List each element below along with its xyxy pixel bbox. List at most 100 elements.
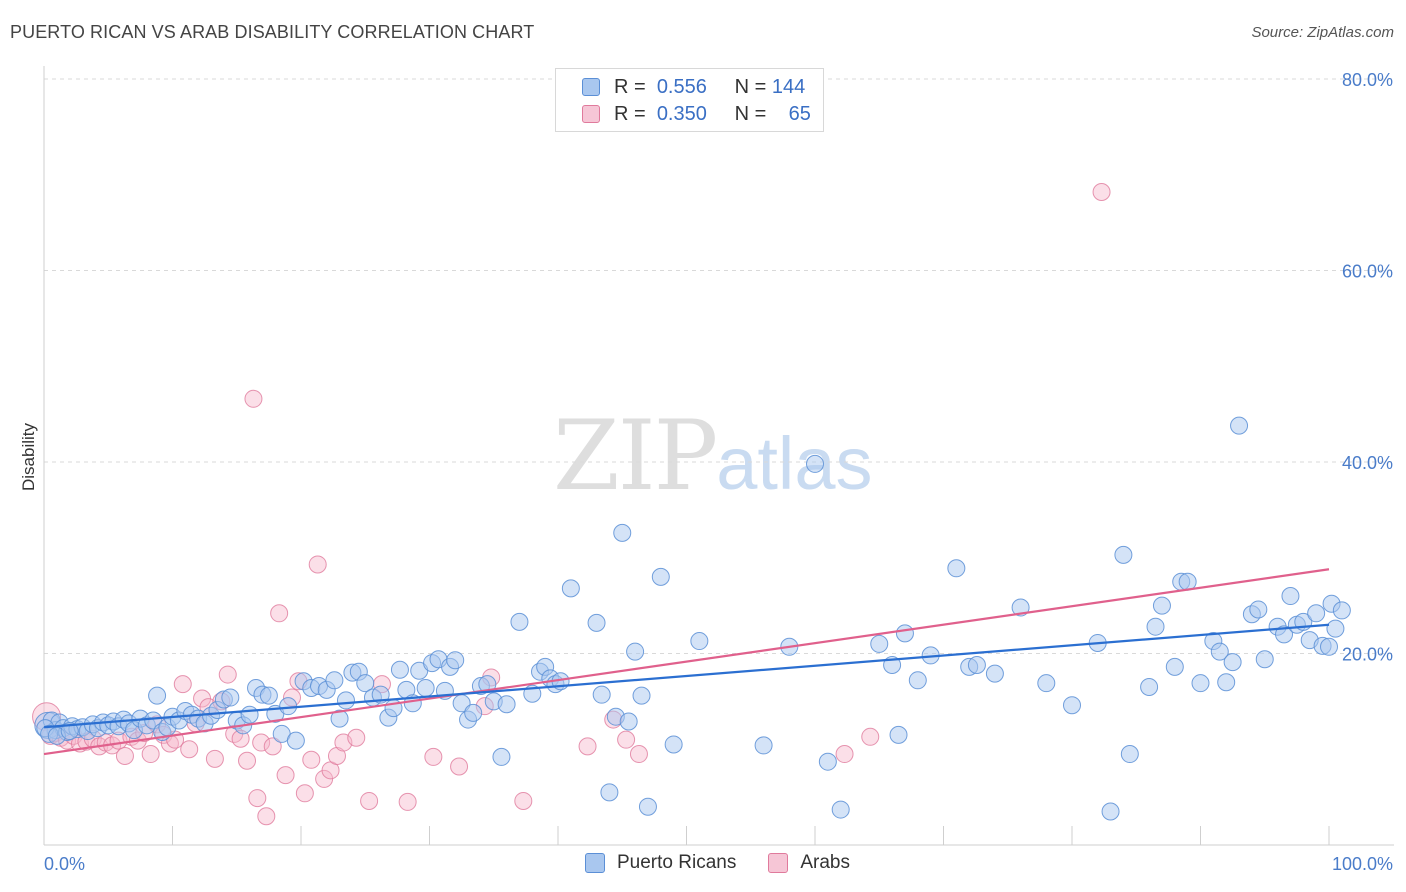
legend-r-label: R = bbox=[614, 102, 646, 125]
arabs-point bbox=[238, 751, 257, 770]
puerto-ricans-point bbox=[1165, 657, 1184, 676]
arabs-point bbox=[835, 745, 854, 764]
puerto-ricans-point bbox=[240, 705, 259, 724]
legend-row-arabs: R = 0.350 N = 65 bbox=[582, 102, 811, 126]
arabs-point bbox=[360, 791, 379, 810]
puerto-ricans-point bbox=[1191, 674, 1210, 693]
puerto-ricans-point bbox=[985, 664, 1004, 683]
legend-swatch-blue bbox=[582, 78, 600, 96]
puerto-ricans-point bbox=[1146, 617, 1165, 636]
legend-swatch-pink bbox=[582, 105, 600, 123]
puerto-ricans-point bbox=[600, 783, 619, 802]
puerto-ricans-point bbox=[148, 686, 167, 705]
x-tick-label: 0.0% bbox=[44, 854, 85, 874]
puerto-ricans-point bbox=[390, 660, 409, 679]
puerto-ricans-point bbox=[371, 685, 390, 704]
puerto-ricans-point bbox=[592, 685, 611, 704]
puerto-ricans-point bbox=[446, 651, 465, 670]
arabs-point bbox=[141, 745, 160, 764]
puerto-ricans-point bbox=[895, 624, 914, 643]
puerto-ricans-points bbox=[34, 416, 1351, 821]
puerto-ricans-point bbox=[1037, 674, 1056, 693]
puerto-ricans-point bbox=[908, 671, 927, 690]
puerto-ricans-point bbox=[356, 674, 375, 693]
arabs-point bbox=[514, 791, 533, 810]
puerto-ricans-point bbox=[870, 634, 889, 653]
puerto-ricans-point bbox=[1063, 696, 1081, 715]
arabs-point bbox=[115, 746, 134, 765]
puerto-ricans-point bbox=[632, 686, 651, 705]
chart-title: PUERTO RICAN VS ARAB DISABILITY CORRELAT… bbox=[10, 22, 535, 42]
puerto-ricans-point bbox=[330, 709, 349, 728]
arabs-point bbox=[617, 730, 636, 749]
legend-row-puerto-ricans: R = 0.556 N = 144 bbox=[582, 75, 805, 99]
arabs-points bbox=[32, 182, 1111, 826]
puerto-ricans-point bbox=[1307, 604, 1326, 623]
puerto-ricans-point bbox=[510, 612, 529, 631]
grid-lines bbox=[44, 78, 1394, 654]
legend-swatch-pink bbox=[768, 853, 789, 873]
puerto-ricans-point bbox=[690, 632, 709, 651]
puerto-ricans-point bbox=[651, 567, 670, 586]
puerto-ricans-point bbox=[1230, 416, 1249, 435]
arabs-point bbox=[578, 737, 597, 756]
puerto-ricans-point bbox=[831, 800, 850, 819]
arabs-point bbox=[347, 728, 366, 747]
puerto-ricans-point bbox=[1210, 642, 1229, 661]
arabs-point bbox=[450, 757, 469, 776]
puerto-ricans-point bbox=[325, 671, 344, 690]
arabs-point bbox=[218, 665, 237, 684]
legend-label-arabs: Arabs bbox=[800, 852, 850, 873]
legend-r-value: 0.556 bbox=[656, 75, 707, 98]
puerto-ricans-point bbox=[1275, 625, 1294, 644]
y-tick-label: 80.0% bbox=[1342, 70, 1393, 90]
puerto-ricans-point bbox=[221, 688, 240, 707]
arabs-point bbox=[173, 675, 192, 694]
arabs-point bbox=[308, 555, 327, 574]
puerto-ricans-point bbox=[259, 686, 278, 705]
legend-n-label: N = bbox=[734, 102, 767, 125]
arabs-point bbox=[270, 604, 289, 623]
puerto-ricans-point bbox=[279, 697, 298, 716]
legend-label-puerto-ricans: Puerto Ricans bbox=[617, 852, 737, 873]
puerto-ricans-point bbox=[416, 678, 435, 697]
puerto-ricans-point bbox=[1320, 637, 1338, 656]
puerto-ricans-point bbox=[1152, 596, 1171, 615]
puerto-ricans-point bbox=[1223, 653, 1242, 672]
puerto-ricans-point bbox=[587, 613, 606, 632]
arabs-point bbox=[180, 740, 199, 759]
puerto-ricans-point bbox=[1217, 673, 1236, 692]
y-tick-label: 20.0% bbox=[1342, 645, 1393, 665]
puerto-ricans-point bbox=[464, 703, 483, 722]
arabs-point bbox=[629, 745, 648, 764]
legend-n-label: N = bbox=[734, 75, 767, 98]
puerto-ricans-point bbox=[619, 712, 638, 731]
y-tick-label: 40.0% bbox=[1342, 453, 1393, 473]
watermark-atlas: atlas bbox=[716, 422, 873, 505]
puerto-ricans-point bbox=[1120, 745, 1139, 764]
y-tick-label: 60.0% bbox=[1342, 262, 1393, 282]
x-tick-label: 100.0% bbox=[1332, 854, 1393, 874]
legend-item-arabs: Arabs bbox=[768, 852, 850, 874]
arabs-point bbox=[263, 737, 282, 756]
arabs-point bbox=[1092, 182, 1111, 201]
legend-r-label: R = bbox=[614, 75, 646, 98]
axis-labels: 20.0% 40.0% 60.0% 80.0% 0.0% 100.0% Disability bbox=[19, 70, 1393, 874]
legend-r-value: 0.350 bbox=[656, 102, 707, 125]
arabs-point bbox=[205, 749, 224, 768]
arabs-point bbox=[424, 747, 443, 766]
puerto-ricans-point bbox=[561, 579, 580, 598]
trend-lines bbox=[43, 568, 1330, 756]
arabs-point bbox=[276, 766, 295, 785]
legend-n-value: 144 bbox=[771, 75, 806, 98]
puerto-ricans-point bbox=[1255, 650, 1274, 669]
puerto-ricans-point bbox=[1332, 601, 1351, 620]
puerto-ricans-point bbox=[286, 731, 305, 750]
puerto-ricans-point bbox=[60, 722, 79, 741]
puerto-ricans-point bbox=[336, 691, 355, 710]
puerto-ricans-point bbox=[806, 454, 824, 473]
puerto-ricans-point bbox=[1101, 802, 1120, 821]
legend-item-puerto-ricans: Puerto Ricans bbox=[585, 852, 736, 874]
puerto-ricans-point bbox=[754, 736, 773, 755]
stats-legend: R = 0.556 N = 144 R = 0.350 N = 65 bbox=[555, 68, 824, 132]
